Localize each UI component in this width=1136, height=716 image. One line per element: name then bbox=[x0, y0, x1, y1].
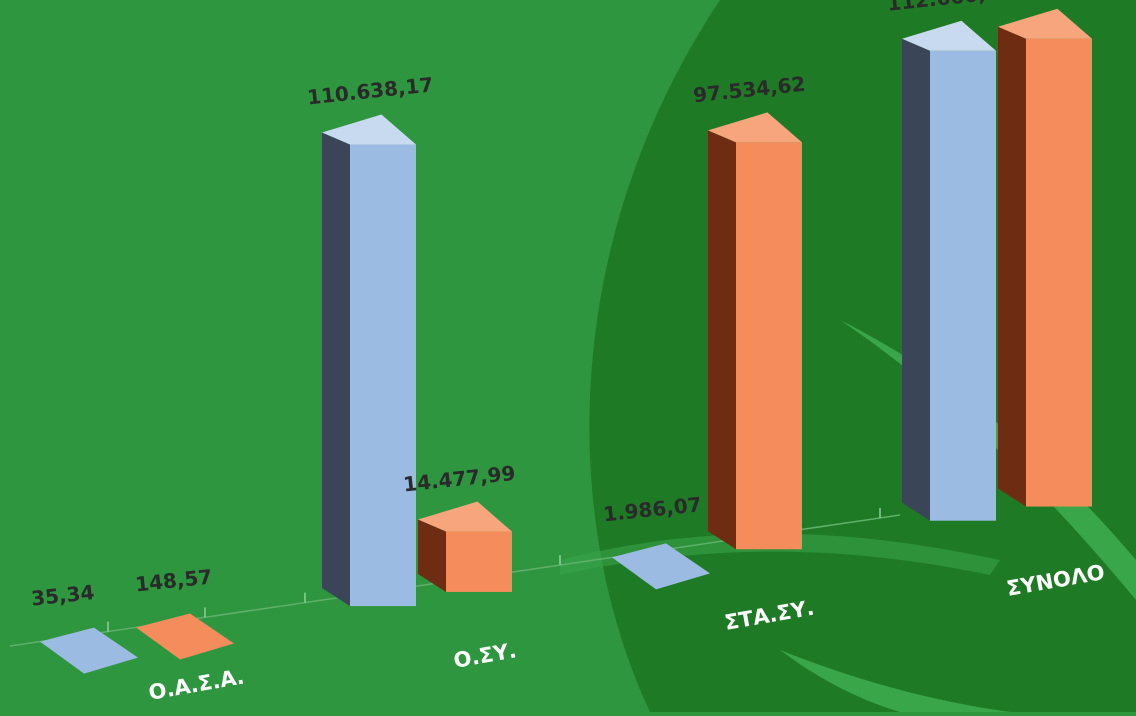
bar-orange-4 bbox=[998, 8, 1092, 507]
background-stripe-lower bbox=[780, 650, 1010, 712]
bar-top-face bbox=[322, 114, 416, 145]
bar-side-face bbox=[902, 38, 930, 521]
background-stripe-middle bbox=[560, 533, 1000, 575]
bar-orange-3 bbox=[708, 112, 802, 550]
bar-side-face bbox=[708, 130, 736, 550]
bar-top-face bbox=[902, 20, 996, 51]
bar-front-face bbox=[446, 531, 512, 592]
bar-blue-1 bbox=[40, 627, 138, 674]
bars-group bbox=[40, 8, 1092, 674]
bar-orange-1 bbox=[136, 613, 234, 660]
bar-slab bbox=[612, 543, 710, 590]
bar-front-face bbox=[736, 142, 802, 550]
bar-blue-4 bbox=[902, 20, 996, 521]
bar-side-face bbox=[998, 26, 1026, 507]
bar-front-face bbox=[930, 50, 996, 521]
bar-side-face bbox=[322, 132, 350, 607]
bar-top-face bbox=[418, 501, 512, 532]
bar-slab bbox=[40, 627, 138, 674]
bar-slab bbox=[136, 613, 234, 660]
bar-front-face bbox=[350, 144, 416, 607]
bar-top-face bbox=[708, 112, 802, 143]
bar-front-face bbox=[1026, 38, 1092, 507]
bar-top-face bbox=[998, 8, 1092, 39]
bar-blue-3 bbox=[612, 543, 710, 590]
value-labels-group: 35,34 148,57110.638,1714.477,991.986,0797… bbox=[30, 0, 1110, 611]
bar-side-face bbox=[418, 519, 446, 592]
bar-orange-2 bbox=[418, 501, 512, 592]
bar-blue-2 bbox=[322, 114, 416, 607]
